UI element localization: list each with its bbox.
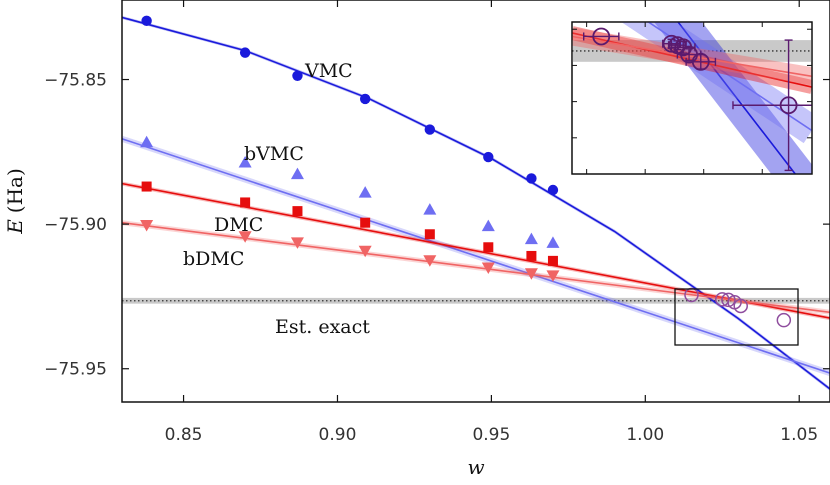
- bvmc-point: [140, 135, 154, 148]
- vmc-point: [526, 173, 537, 184]
- inset-bvmc-fit-line: [646, 22, 812, 132]
- bdmc-point: [358, 245, 372, 258]
- vmc-point: [292, 70, 303, 81]
- inset-frame: [571, 21, 813, 175]
- x-tick-label: 0.90: [319, 425, 357, 445]
- inset-point: [691, 52, 710, 71]
- vmc-point: [141, 15, 152, 27]
- y-axis-label-var: E: [3, 219, 27, 235]
- crossing-point: [721, 292, 736, 308]
- bvmc-point: [524, 232, 538, 245]
- inset-point: [779, 96, 798, 115]
- y-axis-label-unit: (Ha): [3, 168, 27, 213]
- bdmc-point: [238, 231, 252, 243]
- y-axis-label: E (Ha): [3, 168, 27, 235]
- series-label-bvmc: bVMC: [244, 143, 304, 165]
- bvmc-point: [423, 203, 437, 215]
- inset-point: [592, 27, 611, 46]
- bdmc-point: [423, 255, 437, 267]
- bvmc-point: [238, 156, 252, 168]
- vmc-point: [483, 151, 494, 163]
- crossing-point: [776, 312, 792, 328]
- inset-content: [572, 22, 812, 174]
- zoom-region-box: [674, 288, 799, 346]
- dmc-point: [141, 181, 152, 192]
- bdmc-point: [481, 262, 495, 275]
- dmc-point: [483, 242, 494, 253]
- bvmc-fit-line: [122, 138, 830, 374]
- axis-ticks-layer: 0.85 0.90 0.95 1.00 1.05 −75.85 −75.90 −75.95: [44, 0, 830, 445]
- y-tick-label: −75.90: [44, 215, 107, 235]
- vmc-point: [359, 93, 371, 105]
- bdmc-fit-line: [122, 221, 830, 314]
- reference-label: Est. exact: [275, 316, 370, 338]
- plot-frame: [121, 0, 830, 403]
- reference-layer: [122, 297, 830, 304]
- vmc-point: [547, 184, 559, 196]
- bvmc-point: [481, 219, 495, 232]
- inset-vmc-fit-line: [677, 22, 797, 174]
- vmc-point: [239, 47, 251, 58]
- x-tick-label: 0.85: [165, 425, 203, 445]
- bvmc-point: [290, 167, 304, 180]
- x-tick-label: 0.95: [472, 425, 510, 445]
- dmc-point: [360, 217, 371, 228]
- dmc-point: [526, 250, 537, 261]
- bdmc-point: [290, 237, 304, 249]
- bdmc-point: [524, 268, 538, 280]
- bdmc-point: [546, 270, 560, 282]
- dmc-point: [292, 206, 303, 217]
- data-markers-layer: [140, 15, 792, 328]
- y-tick-label: −75.95: [44, 360, 107, 380]
- inset-bdmc-fit-line: [572, 35, 812, 78]
- crossing-point: [733, 298, 748, 314]
- dmc-point: [547, 255, 558, 266]
- reference-band: [122, 297, 830, 304]
- series-label-dmc: DMC: [214, 214, 263, 236]
- dmc-point: [240, 197, 251, 208]
- bdmc-point: [140, 220, 154, 232]
- x-tick-label: 1.05: [780, 425, 818, 445]
- y-tick-label: −75.85: [44, 71, 107, 91]
- bvmc-point: [358, 186, 372, 198]
- vmc-point: [424, 124, 436, 135]
- x-tick-label: 1.00: [626, 425, 664, 445]
- inset-panel: [571, 21, 813, 175]
- series-label-vmc: VMC: [304, 60, 353, 82]
- dmc-point: [424, 229, 435, 240]
- series-label-bdmc: bDMC: [183, 248, 244, 270]
- dmc-fit-line: [122, 182, 830, 319]
- x-axis-label: w: [467, 455, 484, 479]
- bvmc-point: [546, 236, 560, 248]
